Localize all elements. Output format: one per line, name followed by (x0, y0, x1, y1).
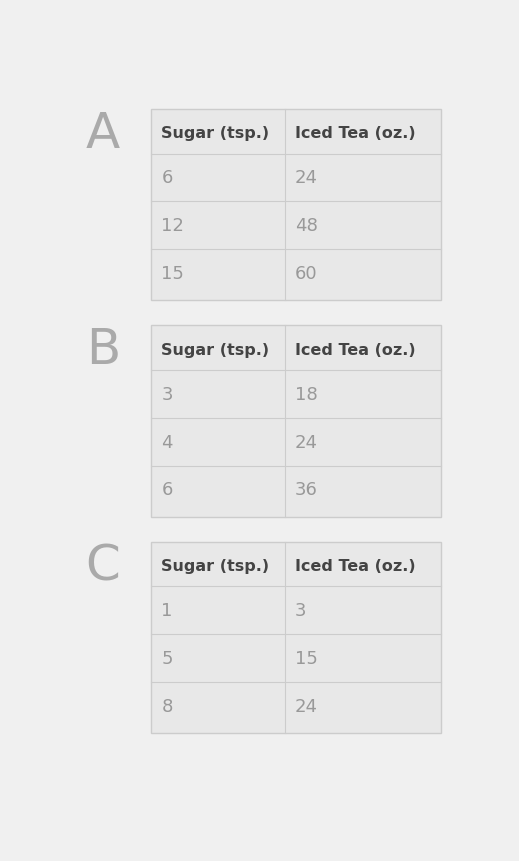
FancyBboxPatch shape (152, 542, 441, 734)
Text: 6: 6 (161, 480, 173, 499)
Text: 15: 15 (161, 264, 184, 282)
Text: 24: 24 (295, 697, 318, 715)
Text: 4: 4 (161, 433, 173, 451)
Text: Iced Tea (oz.): Iced Tea (oz.) (295, 559, 415, 573)
Text: 5: 5 (161, 649, 173, 667)
Text: 8: 8 (161, 697, 173, 715)
Text: 3: 3 (295, 602, 306, 619)
Text: 36: 36 (295, 480, 318, 499)
Text: Sugar (tsp.): Sugar (tsp.) (161, 343, 269, 357)
Text: 60: 60 (295, 264, 317, 282)
Text: 24: 24 (295, 433, 318, 451)
Text: 24: 24 (295, 170, 318, 187)
FancyBboxPatch shape (152, 326, 441, 517)
Text: 15: 15 (295, 649, 318, 667)
Text: 18: 18 (295, 386, 318, 403)
Text: 6: 6 (161, 170, 173, 187)
Text: A: A (86, 110, 120, 158)
Text: 1: 1 (161, 602, 173, 619)
Text: Iced Tea (oz.): Iced Tea (oz.) (295, 343, 415, 357)
Text: C: C (86, 542, 120, 590)
Text: Iced Tea (oz.): Iced Tea (oz.) (295, 127, 415, 141)
Text: Sugar (tsp.): Sugar (tsp.) (161, 127, 269, 141)
Text: 48: 48 (295, 217, 318, 235)
Text: Sugar (tsp.): Sugar (tsp.) (161, 559, 269, 573)
Text: 3: 3 (161, 386, 173, 403)
FancyBboxPatch shape (152, 110, 441, 300)
Text: 12: 12 (161, 217, 184, 235)
Text: B: B (86, 326, 120, 374)
